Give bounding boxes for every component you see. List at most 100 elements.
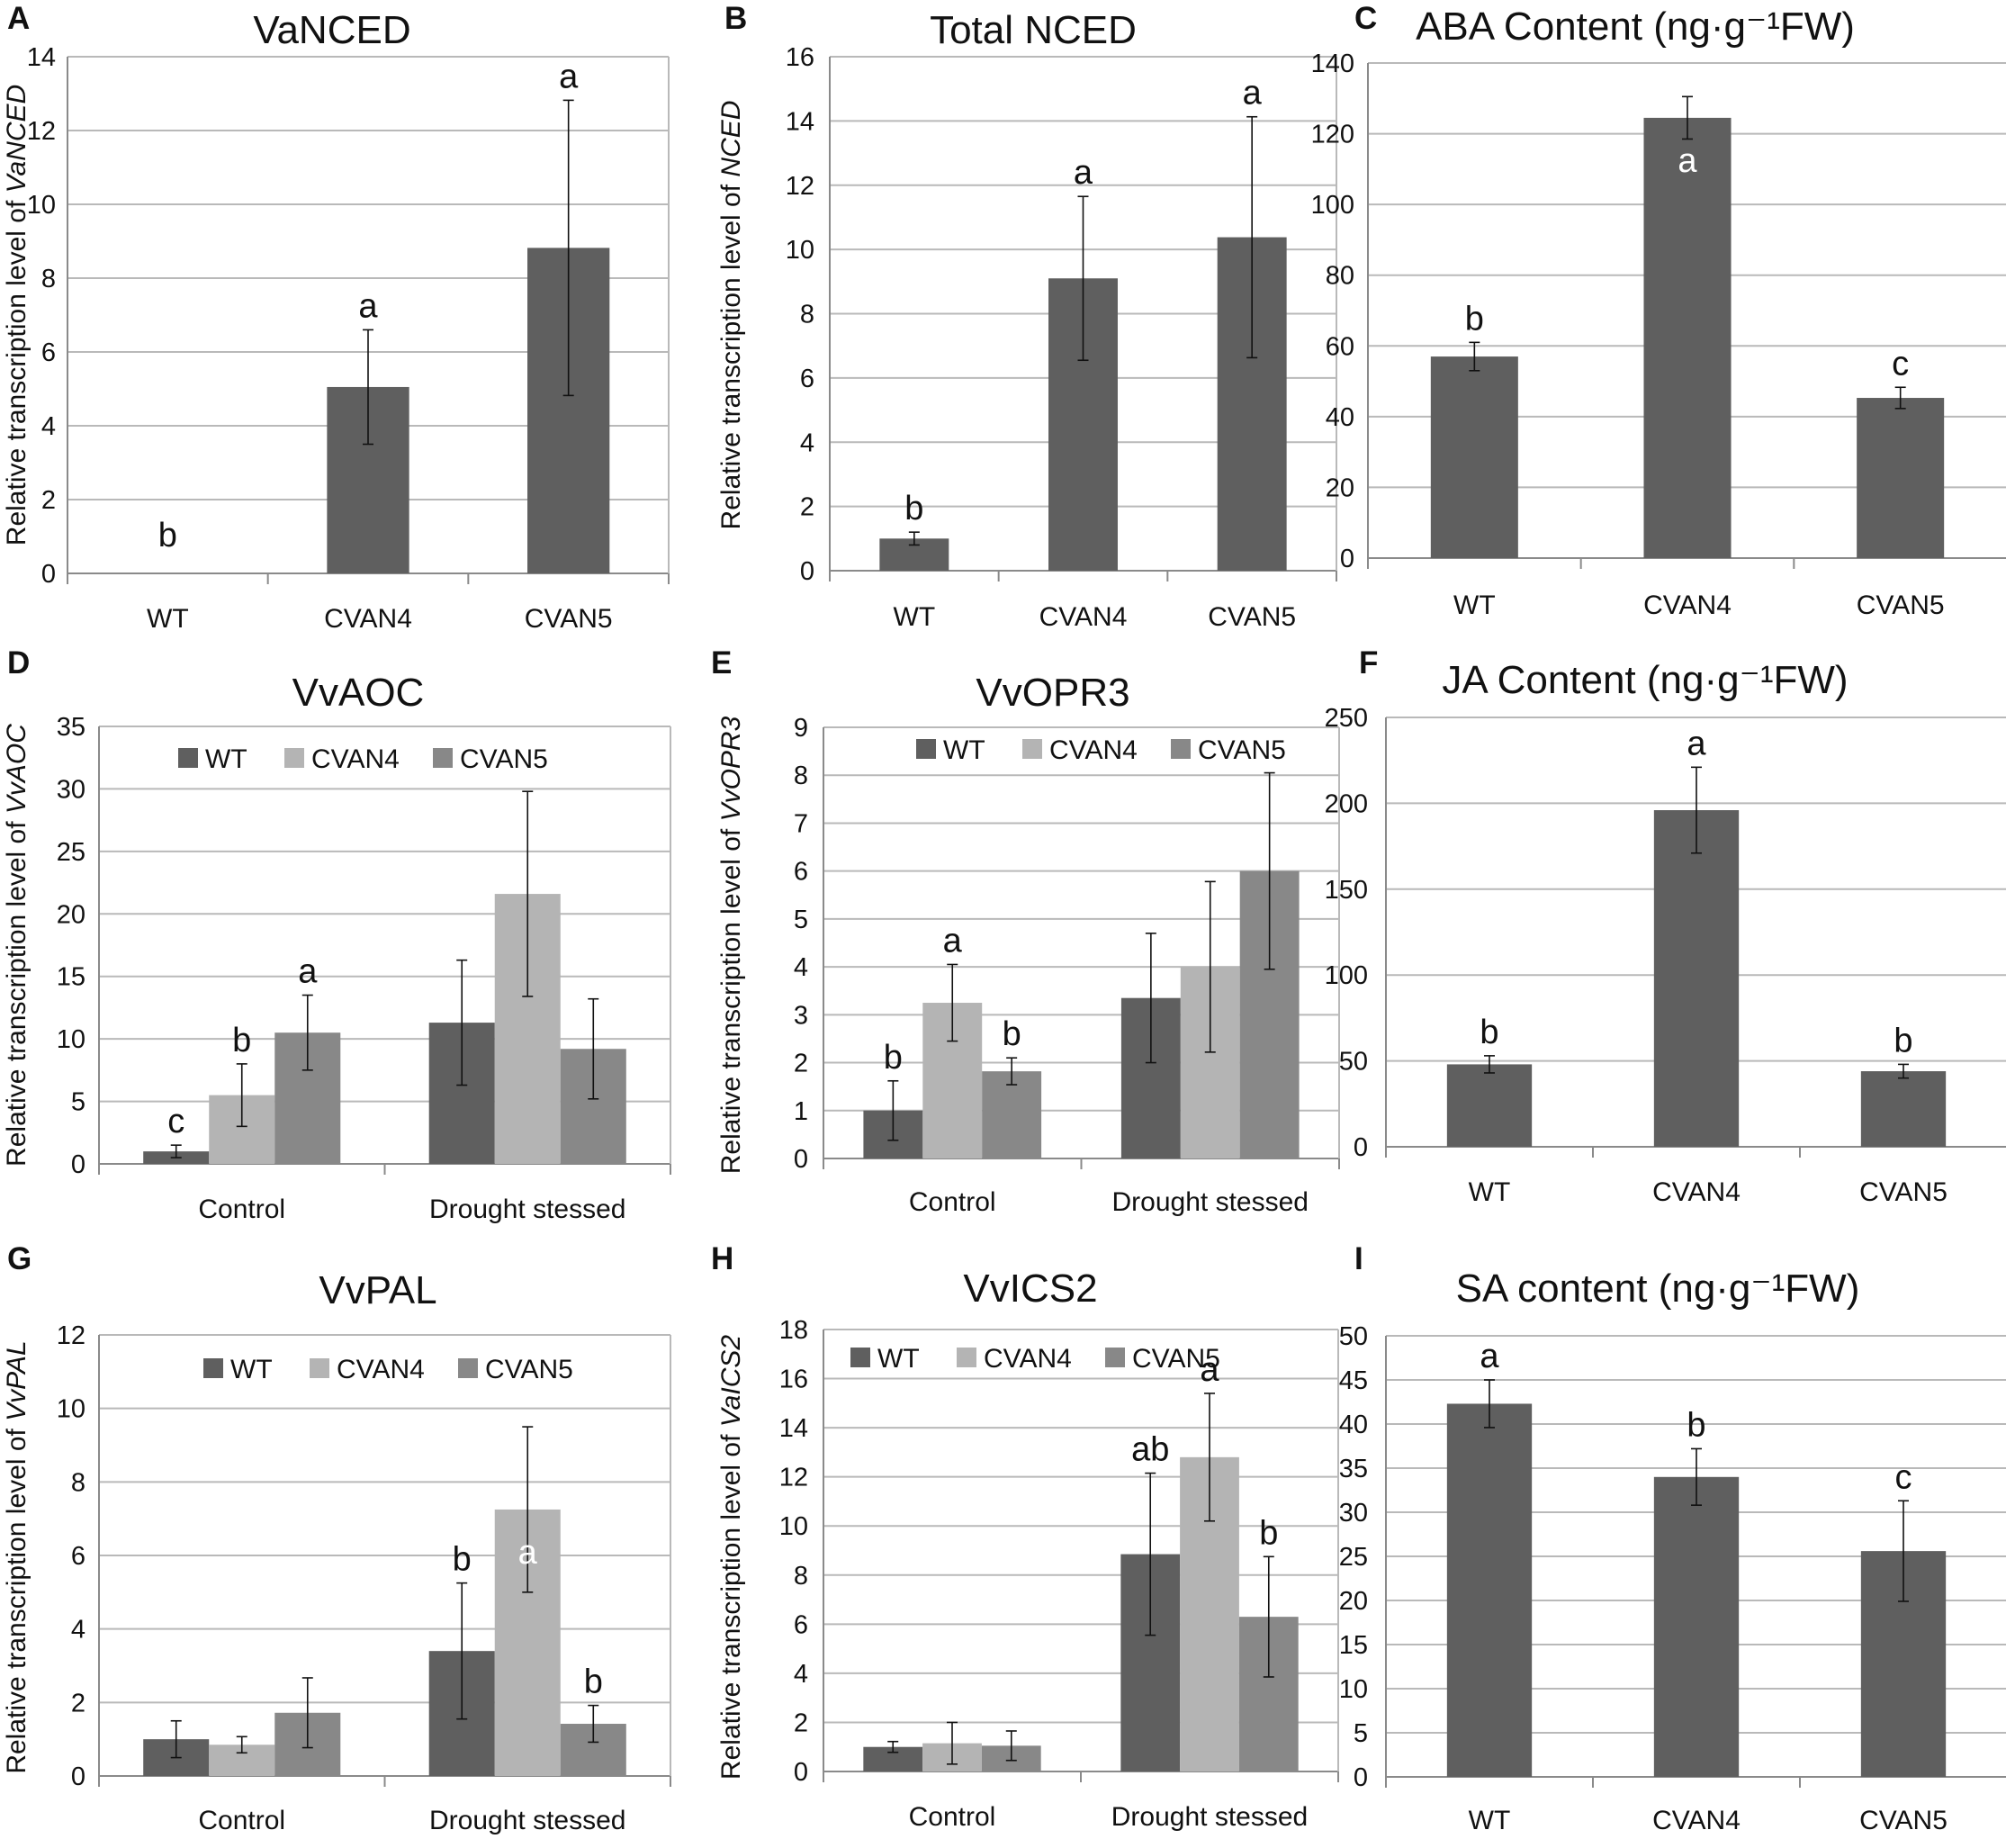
chart-title-f: JA Content (ng·g⁻¹FW) — [1442, 658, 1848, 702]
y-tick-label: 20 — [1339, 1587, 1368, 1616]
panel-label-f: F — [1359, 645, 1378, 681]
y-axis-label: Relative transcription level of VvAOC — [2, 724, 31, 1167]
significance-letter: b — [1259, 1514, 1278, 1552]
y-tick-label: 10 — [27, 191, 56, 220]
panel-label-b: B — [724, 1, 747, 36]
bar-cvan4 — [1653, 1476, 1740, 1777]
y-tick-label: 50 — [1339, 1048, 1368, 1077]
chart-title-i: SA content (ng·g⁻¹FW) — [1456, 1267, 1860, 1311]
x-category-label: WT — [1469, 1806, 1511, 1835]
y-tick-label: 8 — [41, 265, 56, 293]
bar-cvan5 — [982, 1071, 1042, 1158]
significance-letter: c — [1892, 345, 1909, 383]
legend-swatch-cvan5 — [433, 748, 453, 768]
x-category-label: CVAN5 — [1857, 590, 1945, 620]
y-tick-label: 50 — [1339, 1322, 1368, 1351]
legend-label-cvan4: CVAN4 — [1049, 735, 1138, 765]
y-tick-label: 10 — [57, 1025, 85, 1054]
y-tick-label: 16 — [779, 1366, 808, 1394]
significance-letter: a — [943, 922, 963, 960]
y-tick-label: 80 — [1326, 262, 1354, 291]
chart-title-b: Total NCED — [930, 8, 1137, 52]
x-category-label: WT — [147, 604, 189, 634]
significance-letter: a — [1074, 154, 1093, 192]
y-tick-label: 200 — [1325, 789, 1368, 818]
x-category-label: WT — [894, 602, 936, 632]
significance-letter: ab — [1131, 1431, 1169, 1469]
legend-swatch-wt — [203, 1358, 223, 1378]
x-category-label: CVAN5 — [1859, 1806, 1948, 1835]
significance-letter: b — [884, 1039, 903, 1077]
legend-label-cvan4: CVAN4 — [311, 744, 400, 774]
panel-label-h: H — [711, 1241, 733, 1276]
y-tick-label: 2 — [41, 486, 56, 515]
significance-letter: c — [167, 1103, 184, 1140]
x-category-label: CVAN5 — [1208, 602, 1296, 632]
x-category-label: Control — [198, 1194, 285, 1224]
significance-letter: b — [904, 490, 923, 527]
y-tick-label: 6 — [794, 858, 808, 887]
y-tick-label: 2 — [794, 1050, 808, 1078]
bar-cvan4 — [1643, 117, 1732, 558]
legend-label-cvan5: CVAN5 — [485, 1355, 573, 1384]
y-axis-label: Relative transcription level of NCED — [716, 101, 746, 530]
y-tick-label: 18 — [779, 1316, 808, 1345]
significance-letter: b — [158, 517, 177, 554]
y-tick-label: 6 — [794, 1610, 808, 1639]
x-category-label: Control — [198, 1806, 285, 1835]
legend-label-wt: WT — [230, 1355, 273, 1384]
legend-swatch-wt — [178, 748, 198, 768]
y-tick-label: 16 — [786, 43, 814, 72]
x-category-label: Drought stessed — [429, 1806, 625, 1835]
significance-letter: b — [1687, 1406, 1705, 1444]
legend-swatch-wt — [916, 739, 936, 759]
y-tick-label: 14 — [779, 1414, 808, 1443]
panel-label-c: C — [1354, 1, 1377, 36]
y-tick-label: 30 — [1339, 1499, 1368, 1528]
y-tick-label: 35 — [57, 713, 85, 742]
y-axis-label: Relative transcription level of VaICS2 — [716, 1335, 746, 1780]
significance-letter: a — [1480, 1338, 1499, 1375]
y-tick-label: 12 — [786, 172, 814, 201]
y-tick-label: 120 — [1311, 121, 1354, 149]
legend-label-wt: WT — [877, 1344, 920, 1374]
y-tick-label: 8 — [794, 762, 808, 790]
chart-title-h: VvICS2 — [963, 1267, 1097, 1311]
y-tick-label: 4 — [71, 1616, 85, 1645]
y-tick-label: 40 — [1339, 1411, 1368, 1439]
y-tick-label: 35 — [1339, 1455, 1368, 1483]
y-tick-label: 60 — [1326, 332, 1354, 361]
y-tick-label: 0 — [800, 557, 814, 586]
y-axis-label: Relative transcription level of VvPAL — [2, 1340, 31, 1773]
significance-letter: a — [1687, 725, 1706, 762]
significance-letter: a — [298, 953, 318, 991]
y-tick-label: 10 — [1339, 1675, 1368, 1704]
y-tick-label: 20 — [1326, 473, 1354, 502]
y-tick-label: 0 — [41, 560, 56, 589]
y-tick-label: 12 — [779, 1464, 808, 1492]
bar-wt — [1430, 356, 1518, 558]
significance-letter: a — [518, 1534, 538, 1572]
y-tick-label: 0 — [71, 1762, 85, 1791]
x-category-label: WT — [1453, 590, 1496, 620]
significance-letter: b — [232, 1022, 251, 1059]
bar-wt — [1446, 1403, 1533, 1777]
significance-letter: c — [1895, 1458, 1912, 1496]
y-tick-label: 40 — [1326, 403, 1354, 432]
y-tick-label: 2 — [794, 1708, 808, 1737]
y-tick-label: 0 — [1354, 1763, 1368, 1792]
panel-label-d: D — [7, 645, 30, 681]
legend-label-wt: WT — [205, 744, 247, 774]
significance-letter: a — [358, 287, 378, 325]
y-tick-label: 30 — [57, 775, 85, 804]
y-tick-label: 100 — [1311, 191, 1354, 220]
y-tick-label: 8 — [71, 1468, 85, 1497]
y-tick-label: 10 — [786, 236, 814, 265]
chart-title-a: VaNCED — [253, 8, 410, 52]
y-tick-label: 250 — [1325, 704, 1368, 733]
significance-letter: a — [1200, 1351, 1219, 1389]
y-tick-label: 0 — [794, 1758, 808, 1787]
x-category-label: CVAN4 — [324, 604, 412, 634]
y-tick-label: 10 — [57, 1395, 85, 1424]
